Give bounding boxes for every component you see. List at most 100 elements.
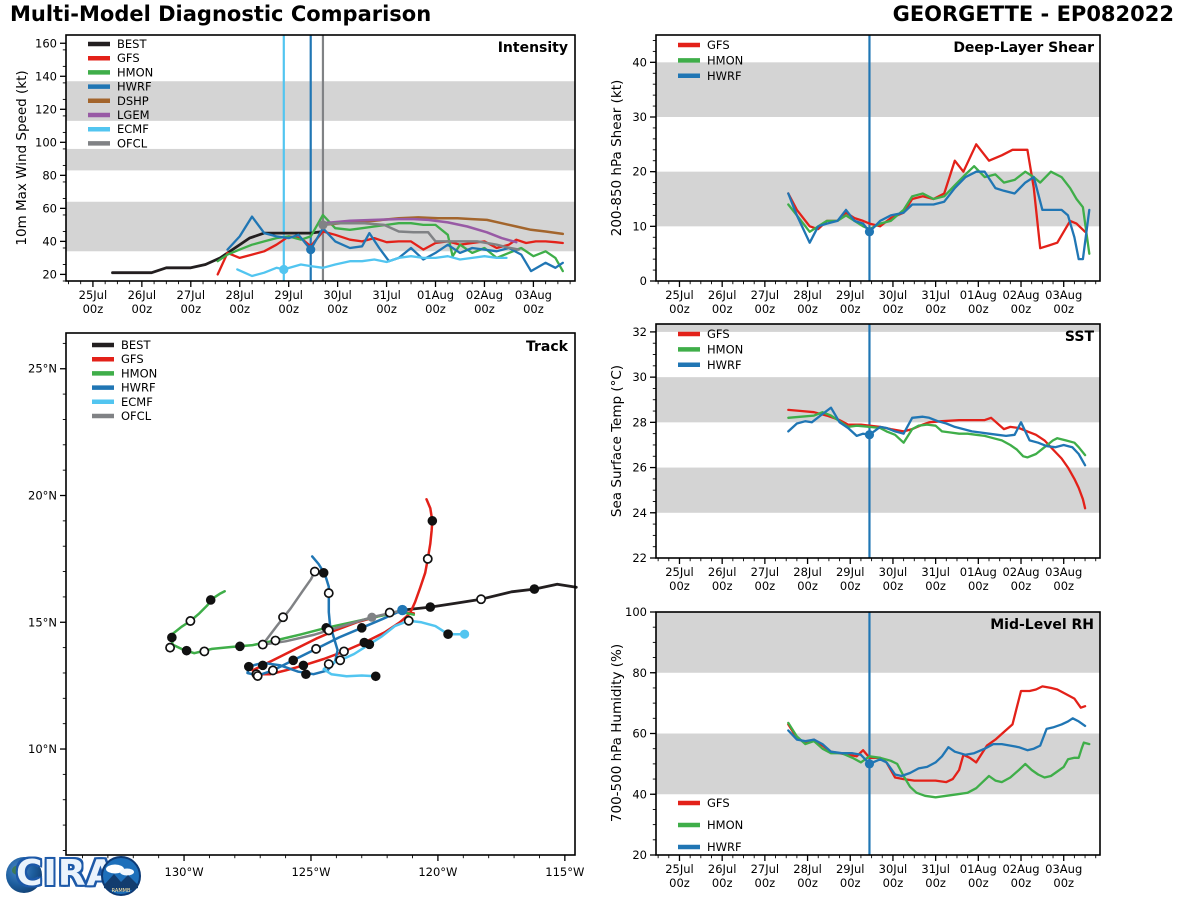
svg-text:GFS: GFS	[117, 51, 140, 65]
svg-text:00z: 00z	[925, 302, 946, 316]
svg-text:31Jul: 31Jul	[921, 862, 950, 876]
svg-text:GFS: GFS	[707, 796, 730, 810]
track-panel-label: Track	[526, 339, 568, 355]
shear-init-dot-hwrf	[864, 227, 875, 237]
svg-text:00z: 00z	[755, 579, 776, 593]
svg-text:30: 30	[632, 110, 647, 124]
svg-text:30Jul: 30Jul	[323, 288, 352, 302]
rh-legend: GFS HMON HWRF	[678, 796, 743, 854]
svg-text:HMON: HMON	[707, 342, 743, 356]
svg-text:27Jul: 27Jul	[751, 862, 780, 876]
svg-text:140: 140	[35, 69, 57, 83]
svg-text:20: 20	[42, 267, 57, 281]
svg-text:20: 20	[632, 848, 647, 862]
svg-text:0: 0	[640, 274, 647, 288]
rh-init-dot-hwrf	[864, 759, 875, 769]
svg-text:27Jul: 27Jul	[751, 288, 780, 302]
svg-text:03Aug: 03Aug	[1045, 288, 1082, 302]
sst-plot-border	[655, 323, 1101, 559]
track-fix-filled	[425, 602, 436, 612]
svg-text:DSHP: DSHP	[117, 94, 149, 108]
intensity-plot-border	[65, 34, 576, 282]
shear-y-axis-label: 200-850 hPa Shear (kt)	[609, 79, 625, 237]
svg-text:60: 60	[632, 727, 647, 741]
sst-series-hwrf	[787, 406, 1087, 467]
svg-text:GFS: GFS	[707, 327, 730, 341]
svg-text:31Jul: 31Jul	[372, 288, 401, 302]
sst-panel: 25Jul00z26Jul00z27Jul00z28Jul00z29Jul00z…	[632, 323, 1101, 593]
svg-text:100: 100	[35, 135, 57, 149]
svg-text:29Jul: 29Jul	[836, 288, 865, 302]
svg-text:02Aug: 02Aug	[466, 288, 503, 302]
svg-text:00z: 00z	[1011, 579, 1032, 593]
track-fix-filled	[427, 516, 438, 526]
svg-text:130°W: 130°W	[165, 865, 204, 879]
track-fix-open	[422, 553, 433, 564]
svg-text:00z: 00z	[968, 876, 989, 890]
svg-text:HWRF: HWRF	[117, 80, 152, 94]
svg-text:00z: 00z	[132, 302, 153, 316]
svg-text:28Jul: 28Jul	[793, 862, 822, 876]
svg-text:30Jul: 30Jul	[879, 565, 908, 579]
svg-text:25Jul: 25Jul	[665, 565, 694, 579]
track-fix-filled	[181, 645, 192, 656]
svg-text:15°N: 15°N	[28, 615, 57, 629]
svg-text:20: 20	[632, 165, 647, 179]
svg-text:BEST: BEST	[121, 338, 151, 352]
svg-text:27Jul: 27Jul	[177, 288, 206, 302]
track-fix-open	[257, 639, 268, 650]
svg-text:125°W: 125°W	[291, 865, 330, 879]
svg-text:LGEM: LGEM	[117, 108, 150, 122]
track-fix-open	[185, 616, 196, 626]
svg-text:25Jul: 25Jul	[665, 288, 694, 302]
track-fix-open	[323, 659, 334, 670]
svg-text:HMON: HMON	[117, 65, 153, 79]
intensity-init-dot-ecmf	[279, 264, 289, 275]
svg-text:02Aug: 02Aug	[1002, 288, 1039, 302]
svg-text:00z: 00z	[925, 876, 946, 890]
svg-text:25Jul: 25Jul	[79, 288, 108, 302]
cira-logo-text: CIRA	[16, 853, 116, 894]
track-fix-open	[335, 655, 346, 666]
svg-text:00z: 00z	[669, 302, 690, 316]
svg-text:28Jul: 28Jul	[225, 288, 254, 302]
sst-band	[656, 324, 1100, 332]
svg-text:28: 28	[632, 415, 647, 429]
svg-text:27Jul: 27Jul	[751, 565, 780, 579]
svg-text:00z: 00z	[968, 302, 989, 316]
svg-text:00z: 00z	[968, 579, 989, 593]
rh-panel: 25Jul00z26Jul00z27Jul00z28Jul00z29Jul00z…	[625, 605, 1101, 890]
svg-text:00z: 00z	[669, 876, 690, 890]
track-fix-open	[339, 646, 349, 657]
track-fix-open	[476, 594, 487, 605]
rh-band	[656, 612, 1100, 673]
svg-text:32: 32	[632, 325, 647, 339]
svg-text:28Jul: 28Jul	[793, 565, 822, 579]
track-plot-border	[65, 332, 576, 856]
shear-panel: 25Jul00z26Jul00z27Jul00z28Jul00z29Jul00z…	[632, 34, 1101, 316]
svg-text:GFS: GFS	[707, 38, 730, 52]
track-fix-open	[384, 607, 395, 618]
track-start-dot-ofcl	[367, 612, 377, 622]
svg-text:01Aug: 01Aug	[960, 565, 997, 579]
intensity-band	[66, 148, 575, 171]
intensity-series-best	[111, 230, 325, 275]
rh-series-hwrf	[787, 717, 1087, 778]
svg-text:00z: 00z	[712, 302, 733, 316]
svg-text:30Jul: 30Jul	[879, 288, 908, 302]
svg-text:30: 30	[632, 370, 647, 384]
svg-text:00z: 00z	[840, 579, 861, 593]
svg-text:120: 120	[35, 102, 57, 116]
svg-text:26: 26	[632, 461, 647, 475]
track-fix-filled	[318, 568, 329, 578]
svg-text:00z: 00z	[883, 876, 904, 890]
svg-text:00z: 00z	[327, 302, 348, 316]
track-fix-filled	[364, 639, 375, 650]
svg-text:00z: 00z	[755, 302, 776, 316]
track-start-dot-hwrf	[397, 604, 408, 616]
svg-text:30Jul: 30Jul	[879, 862, 908, 876]
rh-panel-label: Mid-Level RH	[990, 617, 1094, 633]
svg-text:00z: 00z	[1011, 876, 1032, 890]
